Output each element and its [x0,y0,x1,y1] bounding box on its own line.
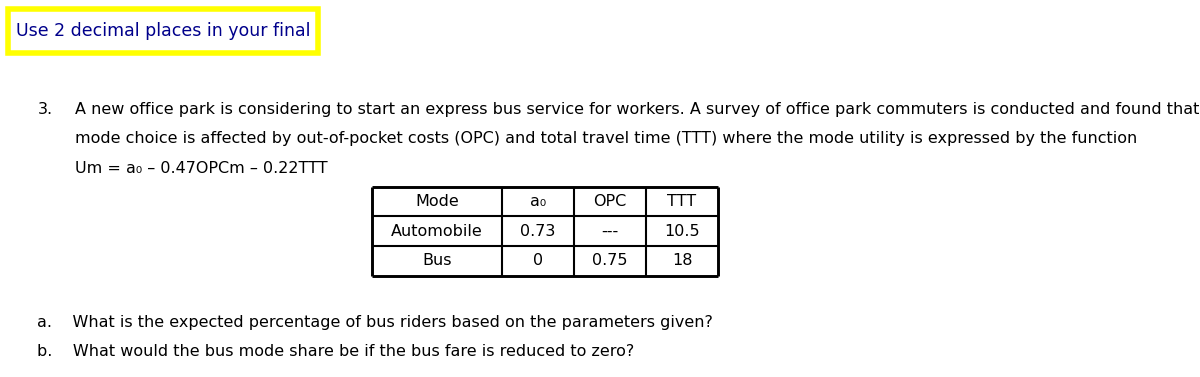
Text: 3.: 3. [38,102,53,117]
Text: a₀: a₀ [530,194,546,209]
Text: Use 2 decimal places in your final: Use 2 decimal places in your final [16,22,311,40]
Text: TTT: TTT [667,194,696,209]
Text: ---: --- [601,224,619,239]
Text: 18: 18 [672,253,692,268]
Text: A new office park is considering to start an express bus service for workers. A : A new office park is considering to star… [74,102,1199,117]
Text: 0.75: 0.75 [593,253,628,268]
Text: b.    What would the bus mode share be if the bus fare is reduced to zero?: b. What would the bus mode share be if t… [37,344,635,359]
Text: mode choice is affected by out-of-pocket costs (OPC) and total travel time (TTT): mode choice is affected by out-of-pocket… [74,132,1138,147]
Text: Bus: Bus [422,253,451,268]
Text: a.    What is the expected percentage of bus riders based on the parameters give: a. What is the expected percentage of bu… [37,315,713,330]
Text: 0.73: 0.73 [521,224,556,239]
Text: Um = a₀ – 0.47OPCm – 0.22TTT: Um = a₀ – 0.47OPCm – 0.22TTT [74,161,328,176]
Text: Mode: Mode [415,194,458,209]
Text: OPC: OPC [593,194,626,209]
FancyBboxPatch shape [8,9,318,53]
Text: 0: 0 [533,253,544,268]
Text: 10.5: 10.5 [664,224,700,239]
Text: Automobile: Automobile [391,224,482,239]
